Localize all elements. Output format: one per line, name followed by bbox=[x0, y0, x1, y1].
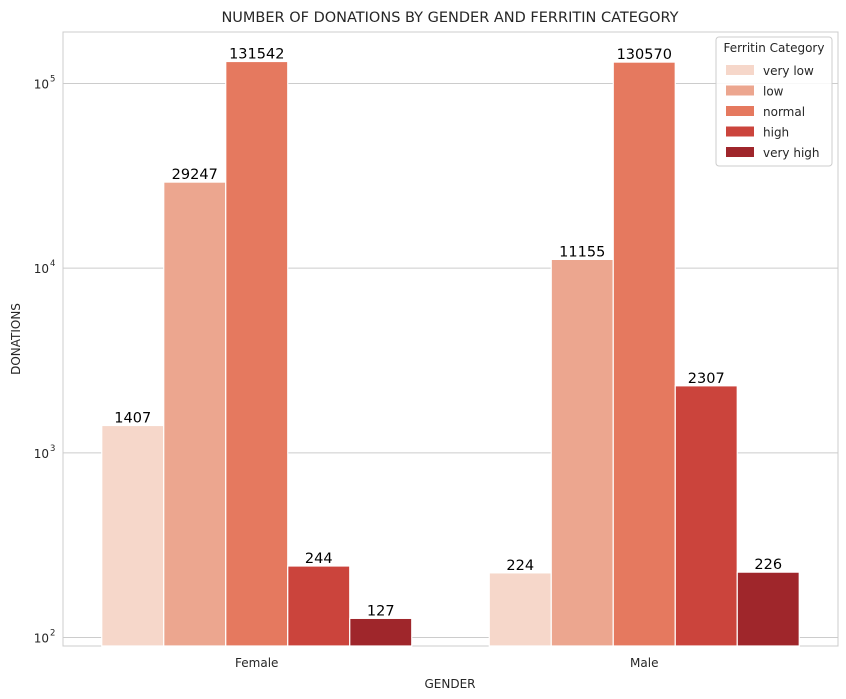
data-label: 29247 bbox=[172, 167, 218, 183]
legend-swatch bbox=[726, 126, 754, 137]
legend-entry: normal bbox=[763, 105, 805, 119]
data-label: 127 bbox=[367, 603, 395, 619]
data-label: 224 bbox=[506, 558, 534, 574]
bar-female-very-low bbox=[101, 424, 165, 647]
bar-male-very-high bbox=[736, 571, 800, 647]
y-axis-label: DONATIONS bbox=[9, 303, 23, 375]
data-label: 1407 bbox=[114, 410, 151, 426]
legend-entry: high bbox=[763, 126, 789, 140]
bar-male-very-low bbox=[488, 572, 552, 647]
legend-title: Ferritin Category bbox=[724, 41, 825, 55]
bar-female-high bbox=[287, 565, 351, 647]
y-tick-label: 10 bbox=[34, 77, 49, 91]
plot-area bbox=[62, 31, 839, 647]
y-tick-label: 10 bbox=[34, 262, 49, 276]
legend-swatch bbox=[726, 106, 754, 116]
data-label: 226 bbox=[754, 557, 782, 573]
bar-female-low bbox=[163, 181, 227, 647]
data-label: 11155 bbox=[559, 244, 605, 260]
legend: Ferritin Category very lowlownormalhighv… bbox=[715, 36, 833, 167]
legend-swatch bbox=[726, 85, 754, 96]
x-tick-label: Female bbox=[235, 656, 278, 670]
y-tick-exponent: 3 bbox=[50, 444, 55, 454]
data-label: 2307 bbox=[688, 371, 725, 387]
bars bbox=[101, 60, 800, 647]
legend-entry: low bbox=[763, 85, 784, 99]
x-axis-label: GENDER bbox=[424, 677, 475, 691]
legend-entry: very low bbox=[763, 64, 814, 78]
x-tick-label: Male bbox=[630, 656, 658, 670]
y-tick-label: 10 bbox=[34, 632, 49, 646]
legend-swatch bbox=[726, 65, 754, 75]
y-tick-exponent: 2 bbox=[50, 629, 55, 639]
legend-items: very low low normal high very high bbox=[726, 64, 820, 160]
bar-male-low bbox=[550, 258, 614, 647]
data-label: 130570 bbox=[617, 47, 672, 63]
data-labels: 1407 29247 131542 244 127 224 11155 130570 2307 2… bbox=[114, 46, 782, 619]
y-tick-exponent: 5 bbox=[50, 74, 55, 84]
legend-swatch bbox=[726, 147, 754, 157]
y-tick-exponent: 4 bbox=[50, 259, 55, 269]
data-label: 131542 bbox=[229, 46, 284, 62]
bar-female-very-high bbox=[349, 617, 413, 647]
bar-male-high bbox=[674, 385, 738, 647]
data-label: 244 bbox=[305, 551, 333, 567]
chart-title: NUMBER OF DONATIONS BY GENDER AND FERRIT… bbox=[221, 10, 678, 26]
bar-male-normal bbox=[612, 61, 676, 647]
y-tick-label: 10 bbox=[34, 447, 49, 461]
legend-entry: very high bbox=[763, 146, 820, 160]
x-axis-ticks: Female Male bbox=[235, 656, 658, 670]
bar-female-normal bbox=[225, 60, 289, 647]
